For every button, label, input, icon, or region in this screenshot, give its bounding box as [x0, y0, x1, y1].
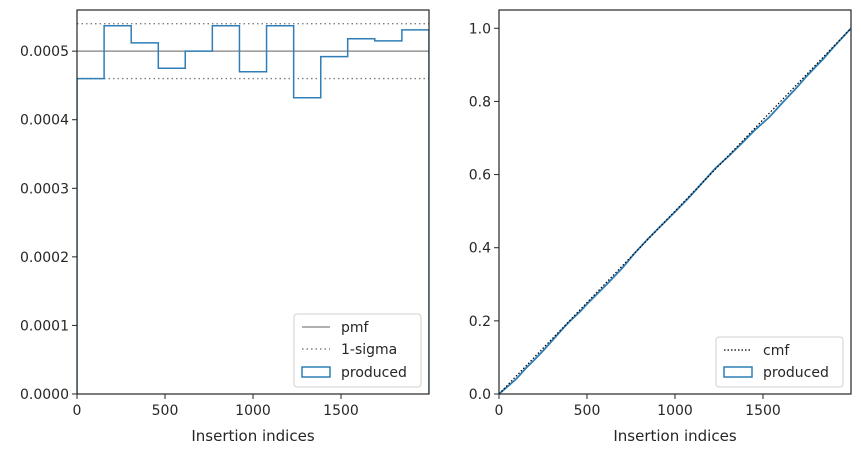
right-legend: cmf produced	[715, 336, 844, 388]
left-xtick-label: 1500	[323, 403, 359, 419]
right-ytick-label: 0.0	[469, 387, 491, 403]
right-legend-label: produced	[763, 365, 829, 381]
right-legend-box	[715, 336, 844, 388]
left-legend: pmf 1-sigma produced	[293, 313, 422, 388]
left-legend-box	[293, 313, 422, 388]
left-ytick-label: 0.0001	[20, 318, 69, 334]
left-ytick-label: 0.0002	[20, 250, 69, 266]
right-xtick-label: 0	[495, 403, 504, 419]
left-ytick-label: 0.0003	[20, 181, 69, 197]
left-ytick-label: 0.0000	[20, 387, 69, 403]
left-xtick-label: 0	[73, 403, 82, 419]
right-xaxis-label: Insertion indices	[613, 427, 736, 445]
right-ytick-label: 0.8	[469, 94, 491, 110]
cmf-line	[498, 27, 852, 395]
legend-produced-swatch	[301, 366, 331, 378]
left-legend-label: 1-sigma	[341, 342, 397, 358]
right-xtick-label: 1500	[745, 403, 781, 419]
produced-histogram-series	[77, 25, 429, 394]
right-xtick-label: 1000	[657, 403, 693, 419]
left-xtick-label: 1000	[235, 403, 271, 419]
left-legend-label: produced	[341, 365, 407, 381]
right-axes-frame	[498, 9, 852, 395]
cmf-line-panel: 0 500 1000 1500 0.0 0.2 0.4 0.6 0.8 1.0 Insertion …	[469, 9, 852, 445]
left-axes-frame	[76, 9, 430, 395]
right-ytick-label: 0.6	[469, 168, 491, 184]
right-xtick-label: 500	[574, 403, 601, 419]
left-xtick-label: 500	[152, 403, 179, 419]
produced-cumulative-series	[498, 27, 852, 395]
left-ytick-label: 0.0004	[20, 113, 69, 129]
left-xaxis-label: Insertion indices	[191, 427, 314, 445]
legend-produced-swatch	[723, 366, 753, 378]
right-legend-label: cmf	[763, 343, 790, 359]
right-plot-area	[498, 27, 852, 395]
pmf-histogram-panel: 0 500 1000 1500 0.0000 0.0001 0.0002 0.0003 0.00…	[20, 9, 430, 445]
left-plot-area	[77, 23, 429, 394]
right-ytick-label: 1.0	[469, 21, 491, 37]
right-ytick-label: 0.4	[469, 241, 491, 257]
left-ytick-label: 0.0005	[20, 44, 69, 60]
left-legend-label: pmf	[341, 320, 370, 336]
right-ytick-label: 0.2	[469, 314, 491, 330]
